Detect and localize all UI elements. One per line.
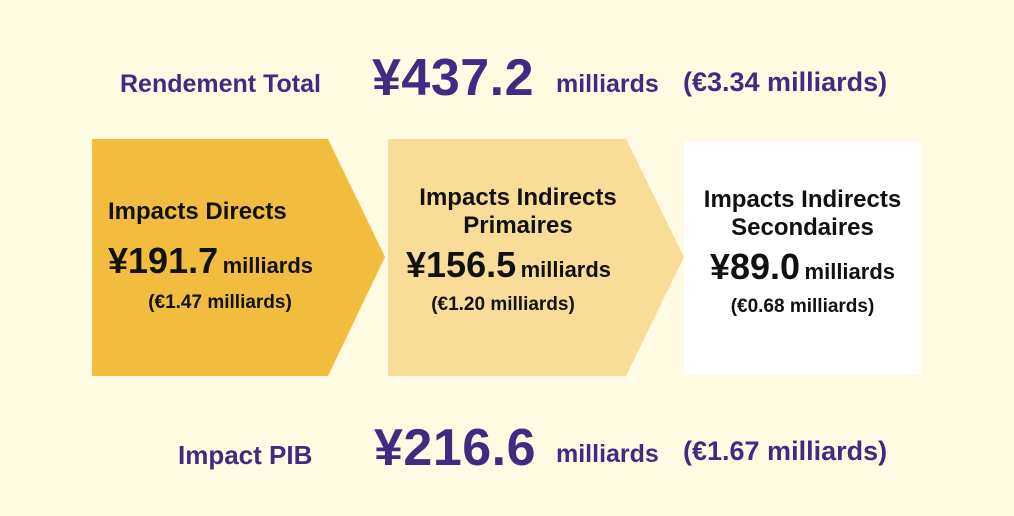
stage-secondary: Impacts Indirects Secondaires ¥89.0 mill… [684,186,921,318]
gdp-amount: ¥216.6 [374,419,537,477]
total-label: Rendement Total [120,70,321,98]
gdp-euro: (€1.67 milliards) [683,436,888,466]
stage-secondary-box [684,141,921,375]
stage-direct-arrow [92,139,385,376]
stage-direct: Impacts Directs ¥191.7 milliards (€1.47 … [92,198,328,314]
gdp-unit: milliards [556,440,659,468]
gdp-label: Impact PIB [178,440,313,470]
stage-secondary-title-line2: Secondaires [731,214,874,241]
stage-secondary-title-line1: Impacts Indirects [703,186,902,213]
stage-secondary-euro: (€0.68 milliards) [730,296,875,317]
total-unit: milliards [556,70,659,98]
stage-secondary-amount: ¥89.0 [709,246,801,287]
stage-primary-arrow [388,139,684,376]
stage-direct-euro: (€1.47 milliards) [148,292,292,313]
stage-primary-amount: ¥156.5 [406,244,517,285]
stage-primary-title-line1: Impacts Indirects [419,184,617,211]
stage-primary: Impacts Indirects Primaires ¥156.5 milli… [388,184,648,316]
stage-primary-euro: (€1.20 milliards) [431,294,575,315]
stage-direct-unit: milliards [222,253,314,278]
stage-direct-amount: ¥191.7 [108,240,219,281]
stage-primary-title-line2: Primaires [463,212,573,239]
total-euro: (€3.34 milliards) [683,67,888,97]
stage-secondary-unit: milliards [804,259,896,284]
stage-primary-unit: milliards [520,257,612,282]
total-amount: ¥437.2 [372,49,535,107]
stage-direct-title: Impacts Directs [108,198,287,225]
